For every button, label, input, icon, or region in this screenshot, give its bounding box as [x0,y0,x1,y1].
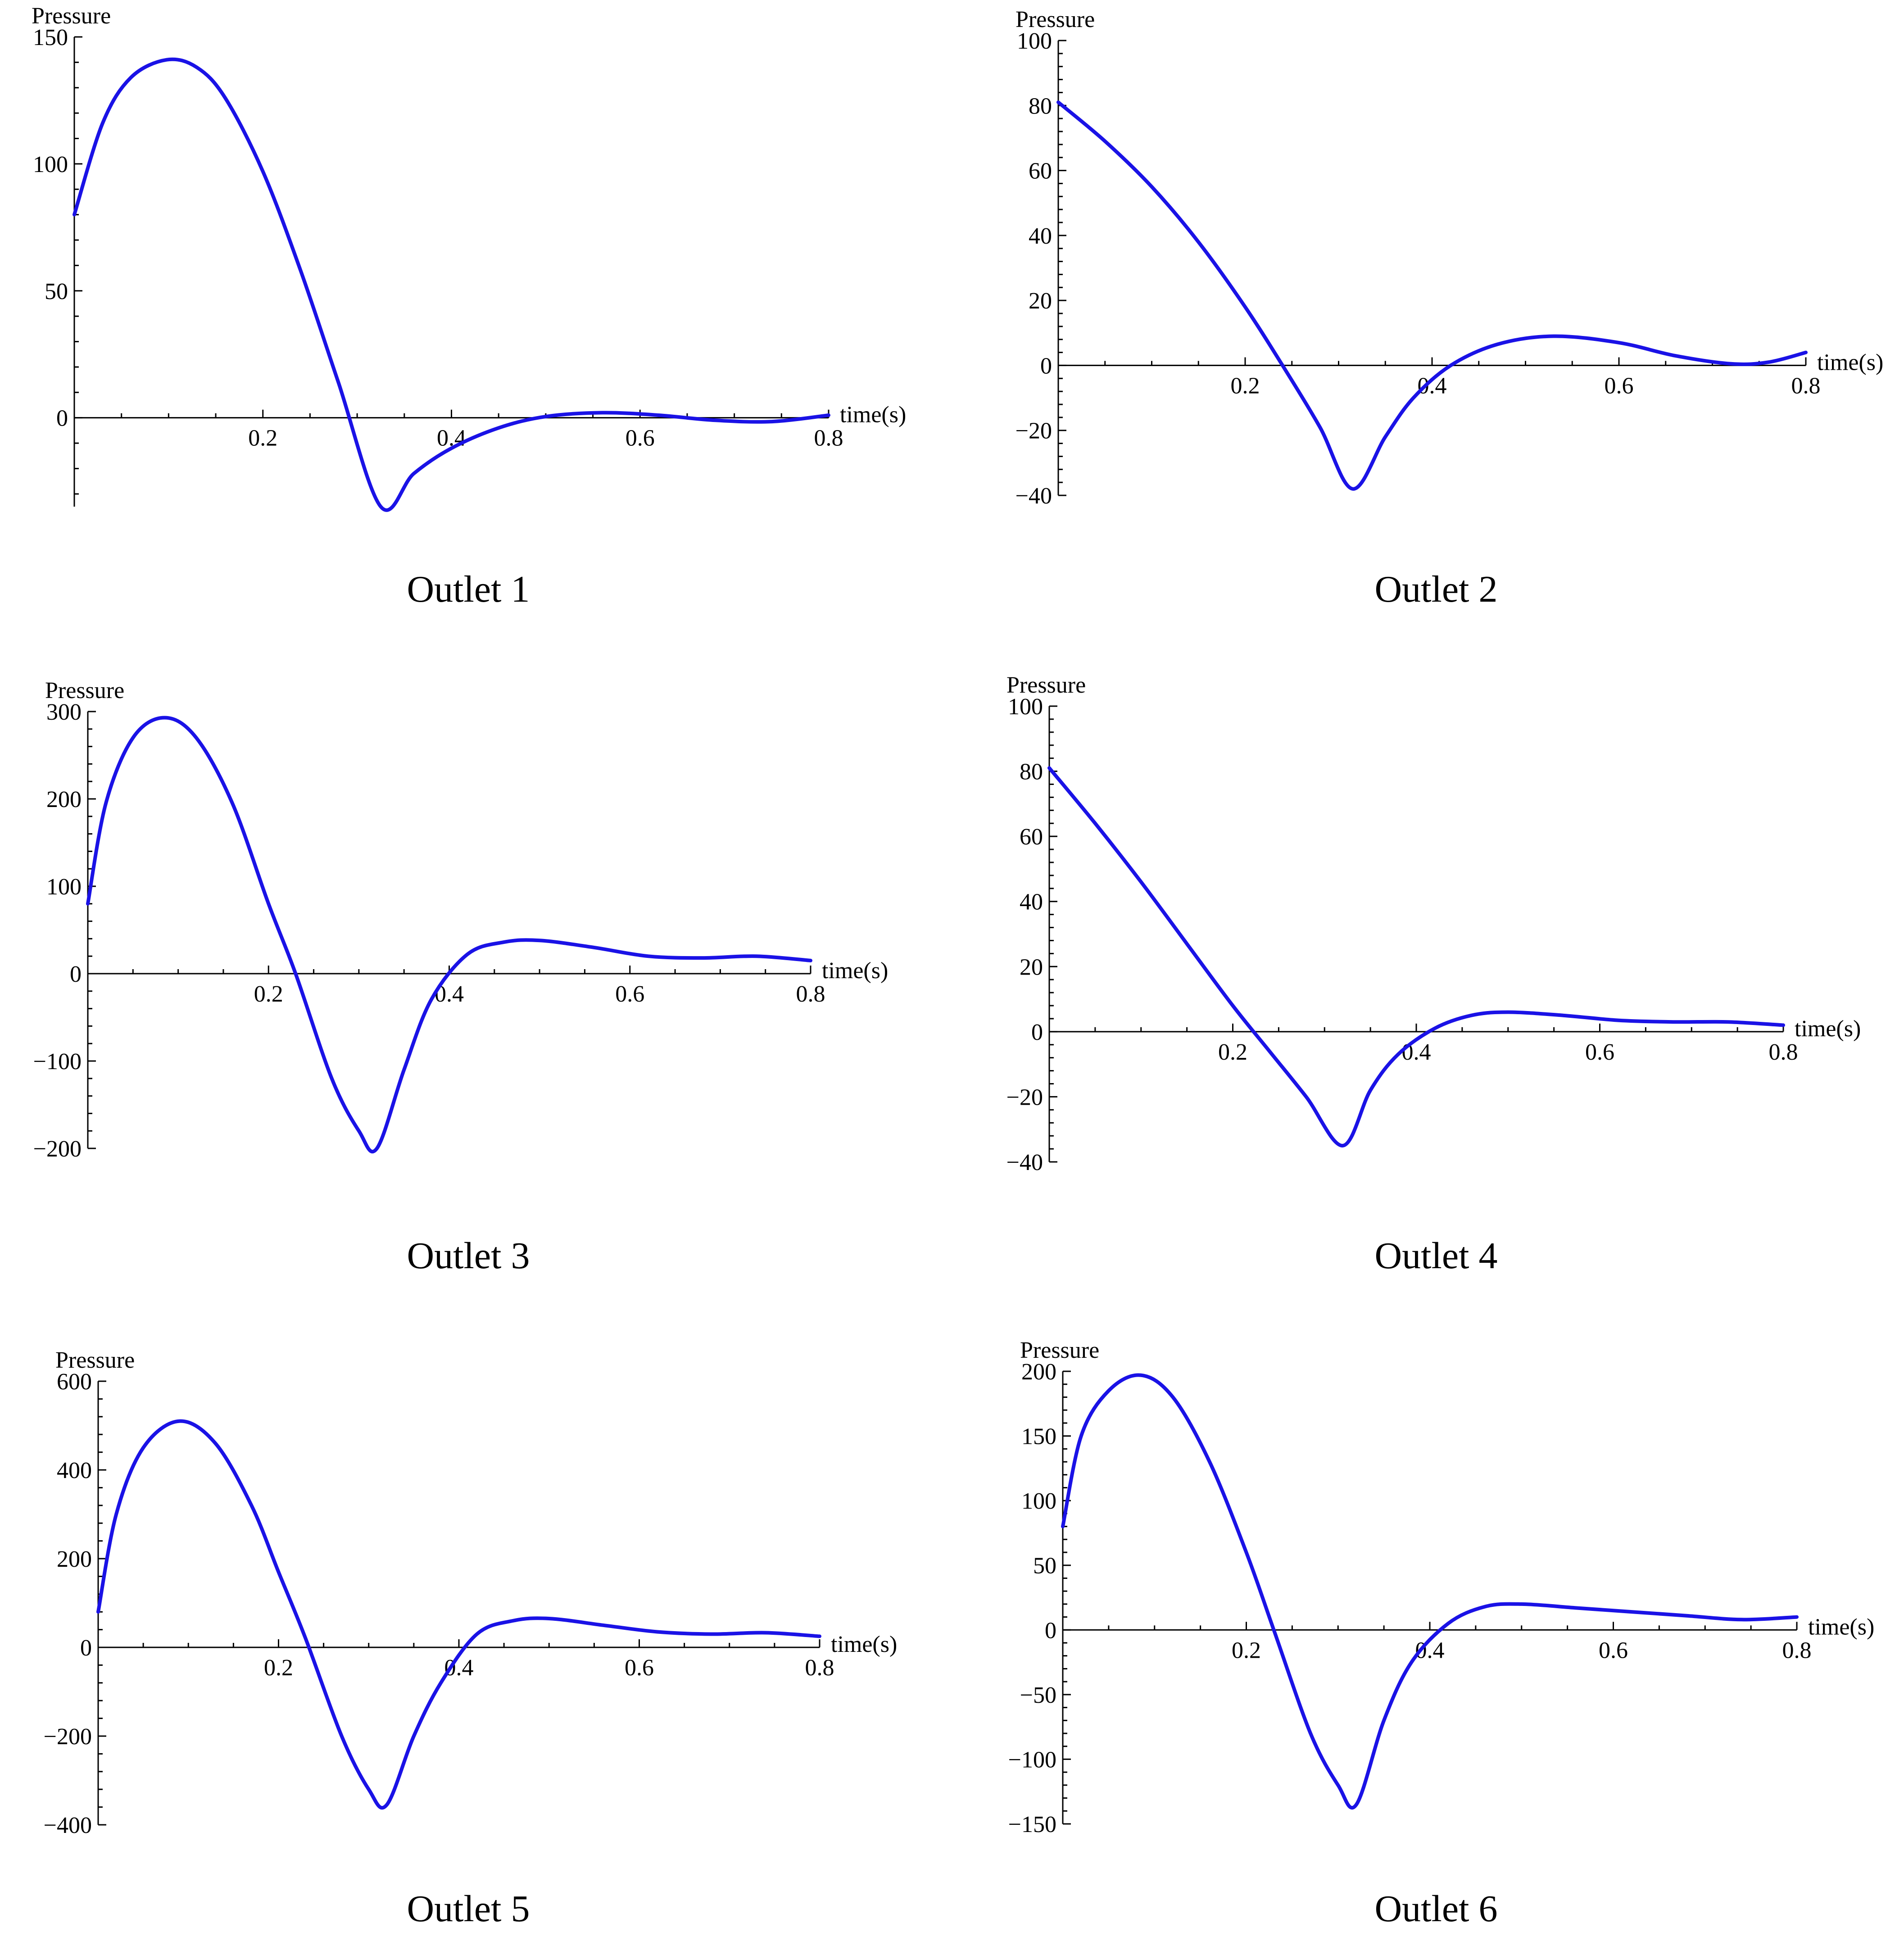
x-axis-title: time(s) [831,1632,897,1657]
y-axis-title: Pressure [1006,672,1086,698]
y-axis-title: Pressure [1020,1338,1099,1363]
x-tick-label: 0.6 [1585,1039,1614,1065]
x-tick-label: 0.8 [1782,1637,1812,1663]
chart-caption-3: Outlet 3 [407,1235,530,1277]
y-tick-label: 100 [33,152,68,177]
x-tick-label: 0.2 [1231,373,1260,399]
y-tick-label: −40 [1015,483,1052,509]
y-tick-label: 200 [46,787,82,812]
y-tick-label: 50 [45,279,68,304]
y-tick-label: −20 [1006,1084,1043,1110]
x-axis-title: time(s) [822,958,888,984]
x-tick-label: 0.2 [1218,1039,1247,1065]
y-tick-label: 0 [70,961,82,987]
series-line-1 [73,57,830,512]
chart-panel-1: 0.2 0.4 0.6 0.8 0 50 100 150 Pressure time(s) [0,0,936,563]
series-line-1 [1047,766,1785,1147]
y-tick-label: 40 [1029,223,1052,249]
x-axis-title: time(s) [840,402,906,428]
y-tick-label: 600 [57,1369,92,1395]
x-tick-label: 0.6 [625,1655,654,1681]
y-axis-title: Pressure [32,3,111,29]
chart-panel-3: 0.2 0.4 0.6 0.8 −200 −100 0 100 200 300 Pressure ti… [0,667,936,1229]
y-tick-label: 200 [57,1546,92,1572]
chart-svg-5: 0.2 0.4 0.6 0.8−400−2000200400600Pressureti… [44,1347,898,1838]
y-tick-label: 60 [1029,159,1052,184]
x-tick-label: 0.2 [248,426,277,451]
y-axis-title: Pressure [45,678,124,703]
y-axis-title: Pressure [1015,7,1095,32]
x-tick-label: 0.8 [1791,373,1821,399]
x-tick-label: 0.2 [264,1655,293,1681]
y-tick-label: −50 [1020,1683,1056,1708]
x-tick-label: 0.6 [1605,373,1634,399]
x-tick-label: 0.4 [1418,373,1447,399]
y-tick-label: 400 [57,1458,92,1483]
chart-svg-3: 0.2 0.4 0.6 0.8−200−1000100200300Pressureti… [33,678,889,1162]
chart-svg-6: 0.2 0.4 0.6 0.8−150−100−50050100150200Press… [1008,1338,1875,1837]
y-tick-label: 0 [80,1635,92,1661]
x-tick-label: 0.8 [814,426,843,451]
x-tick-label: 0.6 [626,426,655,451]
chart-panel-4: 0.2 0.4 0.6 0.8 −40 −20 0 20 40 60 80 100 Pressure ti… [968,667,1904,1229]
chart-caption-5: Outlet 5 [407,1888,530,1930]
series-line-1 [96,1419,821,1810]
x-tick-label: 0.8 [805,1655,834,1681]
x-axis-title: time(s) [1808,1614,1874,1640]
y-tick-label: −40 [1006,1150,1043,1175]
y-tick-label: 80 [1029,93,1052,119]
y-tick-label: 80 [1020,759,1043,785]
chart-caption-4: Outlet 4 [1374,1235,1498,1277]
x-tick-label: 0.8 [1769,1039,1798,1065]
chart-caption-2: Outlet 2 [1374,568,1498,610]
y-tick-label: −400 [44,1813,92,1838]
y-tick-label: 100 [1017,28,1052,54]
y-tick-label: 40 [1020,889,1043,915]
y-tick-label: −200 [33,1136,82,1162]
y-tick-label: −150 [1008,1812,1056,1837]
chart-panel-6: 0.2 0.4 0.6 0.8 −150 −100 −50 0 50 100 150 200 Press… [968,1333,1904,1896]
y-tick-label: 100 [1008,694,1043,720]
y-tick-label: 20 [1029,288,1052,314]
y-tick-label: 100 [46,874,82,900]
y-tick-label: −100 [1008,1747,1056,1773]
x-tick-label: 0.4 [1402,1039,1431,1065]
x-tick-label: 0.8 [796,981,825,1007]
y-tick-label: 20 [1020,954,1043,980]
x-tick-label: 0.2 [254,981,283,1007]
y-tick-label: −100 [33,1049,82,1075]
y-tick-label: 150 [1021,1424,1056,1450]
x-tick-label: 0.2 [1232,1637,1261,1663]
y-tick-label: −20 [1015,418,1052,444]
y-tick-label: 100 [1021,1488,1056,1514]
chart-panel-2: 0.2 0.4 0.6 0.8 −40 −20 0 20 40 60 80 100 Pressure ti… [968,0,1904,563]
series-line-1 [1056,100,1808,491]
y-tick-label: 0 [1040,353,1052,379]
y-tick-label: 0 [56,406,68,431]
chart-panel-5: 0.2 0.4 0.6 0.8 −400 −200 0 200 400 600 Pressure ti… [0,1333,936,1896]
x-tick-label: 0.6 [1599,1637,1628,1663]
y-tick-label: 300 [46,699,82,725]
series-line-1 [1061,1373,1799,1810]
y-tick-label: 50 [1033,1553,1056,1579]
x-tick-label: 0.6 [615,981,644,1007]
x-axis-title: time(s) [1817,349,1883,375]
series-line-1 [86,716,812,1154]
y-axis-title: Pressure [55,1347,135,1373]
y-tick-label: 200 [1021,1359,1056,1385]
y-tick-label: −200 [44,1724,92,1750]
x-axis-title: time(s) [1795,1016,1861,1042]
chart-caption-6: Outlet 6 [1374,1888,1498,1930]
y-tick-label: 0 [1031,1020,1043,1045]
y-tick-label: 60 [1020,824,1043,850]
chart-caption-1: Outlet 1 [407,568,530,610]
y-tick-label: 0 [1045,1618,1056,1643]
y-tick-label: 150 [33,25,68,50]
